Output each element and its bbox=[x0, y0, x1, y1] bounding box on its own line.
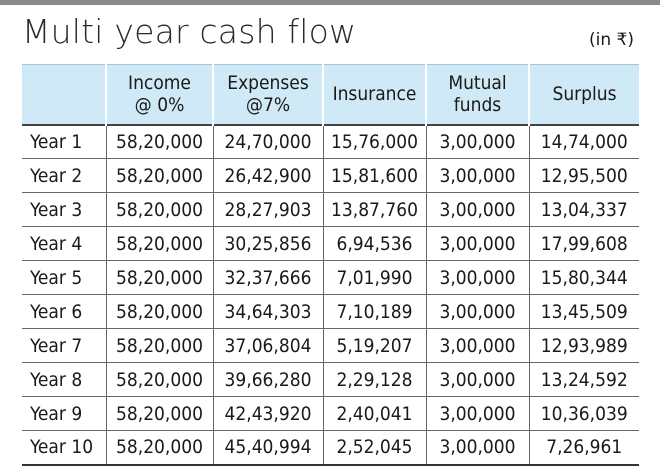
row-label: Year 3 bbox=[22, 192, 106, 227]
table-cell: 3,00,000 bbox=[425, 192, 529, 227]
table-row: Year 3 58,20,000 28,27,903 13,87,760 3,00,00… bbox=[22, 192, 639, 227]
table-cell: 26,42,900 bbox=[212, 158, 323, 193]
row-label: Year 10 bbox=[22, 430, 106, 465]
table-cell: 15,81,600 bbox=[322, 158, 426, 193]
column-header-text: Mutual bbox=[448, 72, 507, 95]
table-row: Year 10 58,20,000 45,40,994 2,52,045 3,00,00… bbox=[22, 430, 639, 465]
column-header-text: Income bbox=[128, 72, 191, 95]
table-cell: 3,00,000 bbox=[425, 260, 529, 295]
table-cell: 3,00,000 bbox=[425, 294, 529, 329]
table-cell: 17,99,608 bbox=[528, 226, 639, 261]
table-cell: 3,00,000 bbox=[425, 123, 529, 159]
table-cell: 7,01,990 bbox=[322, 260, 426, 295]
header-row: Income @ 0% Expenses @7% Insurance Mutual fund… bbox=[22, 64, 639, 125]
row-label: Year 6 bbox=[22, 294, 106, 329]
table-row: Year 6 58,20,000 34,64,303 7,10,189 3,00,000… bbox=[22, 294, 639, 329]
row-label: Year 7 bbox=[22, 328, 106, 363]
table-cell: 3,00,000 bbox=[425, 226, 529, 261]
column-header: Insurance bbox=[322, 64, 426, 125]
table-cell: 15,76,000 bbox=[322, 123, 426, 159]
table-cell: 13,45,509 bbox=[528, 294, 639, 329]
table-cell: 39,66,280 bbox=[212, 362, 323, 397]
table-cell: 14,74,000 bbox=[528, 123, 639, 159]
table-cell: 58,20,000 bbox=[105, 123, 213, 159]
table-cell: 7,10,189 bbox=[322, 294, 426, 329]
row-label: Year 4 bbox=[22, 226, 106, 261]
column-header-text: Surplus bbox=[552, 83, 617, 106]
table-cell: 13,24,592 bbox=[528, 362, 639, 397]
column-header-text: Insurance bbox=[332, 83, 417, 106]
row-label: Year 1 bbox=[22, 123, 106, 159]
table-cell: 3,00,000 bbox=[425, 328, 529, 363]
row-label: Year 8 bbox=[22, 362, 106, 397]
column-header-text: @ 0% bbox=[134, 94, 185, 117]
table-header: Income @ 0% Expenses @7% Insurance Mutual fund… bbox=[22, 64, 639, 125]
table-cell: 58,20,000 bbox=[105, 362, 213, 397]
row-label: Year 2 bbox=[22, 158, 106, 193]
table-cell: 13,04,337 bbox=[528, 192, 639, 227]
table-cell: 15,80,344 bbox=[528, 260, 639, 295]
column-header-text: Expenses bbox=[227, 72, 309, 95]
table-cell: 5,19,207 bbox=[322, 328, 426, 363]
table-cell: 42,43,920 bbox=[212, 396, 323, 431]
column-header: Income @ 0% bbox=[105, 64, 213, 125]
column-header: Mutual funds bbox=[425, 64, 529, 125]
table-cell: 12,93,989 bbox=[528, 328, 639, 363]
table-cell: 58,20,000 bbox=[105, 430, 213, 465]
table-cell: 2,52,045 bbox=[322, 430, 426, 465]
row-label: Year 9 bbox=[22, 396, 106, 431]
table-body: Year 1 58,20,000 24,70,000 15,76,000 3,00,00… bbox=[22, 123, 639, 465]
column-header: Expenses @7% bbox=[212, 64, 323, 125]
table-row: Year 7 58,20,000 37,06,804 5,19,207 3,00,000… bbox=[22, 328, 639, 363]
table-row: Year 8 58,20,000 39,66,280 2,29,128 3,00,000… bbox=[22, 362, 639, 397]
table-row: Year 4 58,20,000 30,25,856 6,94,536 3,00,000… bbox=[22, 226, 639, 261]
table-cell: 10,36,039 bbox=[528, 396, 639, 431]
table-row: Year 1 58,20,000 24,70,000 15,76,000 3,00,00… bbox=[22, 123, 639, 159]
table-cell: 12,95,500 bbox=[528, 158, 639, 193]
table-cell: 3,00,000 bbox=[425, 396, 529, 431]
table-cell: 13,87,760 bbox=[322, 192, 426, 227]
table-cell: 45,40,994 bbox=[212, 430, 323, 465]
table-cell: 58,20,000 bbox=[105, 226, 213, 261]
table-cell: 30,25,856 bbox=[212, 226, 323, 261]
table-cell: 2,40,041 bbox=[322, 396, 426, 431]
table-cell: 34,64,303 bbox=[212, 294, 323, 329]
cash-flow-table: Income @ 0% Expenses @7% Insurance Mutual fund… bbox=[22, 64, 639, 466]
table-cell: 3,00,000 bbox=[425, 430, 529, 465]
column-header-text: funds bbox=[453, 94, 502, 117]
column-header bbox=[22, 64, 106, 125]
table-cell: 58,20,000 bbox=[105, 294, 213, 329]
table-cell: 58,20,000 bbox=[105, 158, 213, 193]
table-cell: 3,00,000 bbox=[425, 158, 529, 193]
column-header-text: @7% bbox=[245, 94, 291, 117]
table-row: Year 2 58,20,000 26,42,900 15,81,600 3,00,00… bbox=[22, 158, 639, 193]
table-row: Year 5 58,20,000 32,37,666 7,01,990 3,00,000… bbox=[22, 260, 639, 295]
table-cell: 24,70,000 bbox=[212, 123, 323, 159]
top-rule bbox=[0, 0, 660, 5]
row-label: Year 5 bbox=[22, 260, 106, 295]
table-cell: 58,20,000 bbox=[105, 396, 213, 431]
table-cell: 2,29,128 bbox=[322, 362, 426, 397]
table-cell: 3,00,000 bbox=[425, 362, 529, 397]
table-cell: 32,37,666 bbox=[212, 260, 323, 295]
table-row: Year 9 58,20,000 42,43,920 2,40,041 3,00,000… bbox=[22, 396, 639, 431]
table-cell: 28,27,903 bbox=[212, 192, 323, 227]
table-cell: 58,20,000 bbox=[105, 260, 213, 295]
table-cell: 58,20,000 bbox=[105, 328, 213, 363]
column-header: Surplus bbox=[528, 64, 639, 125]
table-cell: 37,06,804 bbox=[212, 328, 323, 363]
table-cell: 58,20,000 bbox=[105, 192, 213, 227]
table-cell: 7,26,961 bbox=[528, 430, 639, 465]
chart-title: Multi year cash flow bbox=[22, 12, 357, 51]
unit-note: (in ₹) bbox=[589, 30, 634, 50]
table-cell: 6,94,536 bbox=[322, 226, 426, 261]
